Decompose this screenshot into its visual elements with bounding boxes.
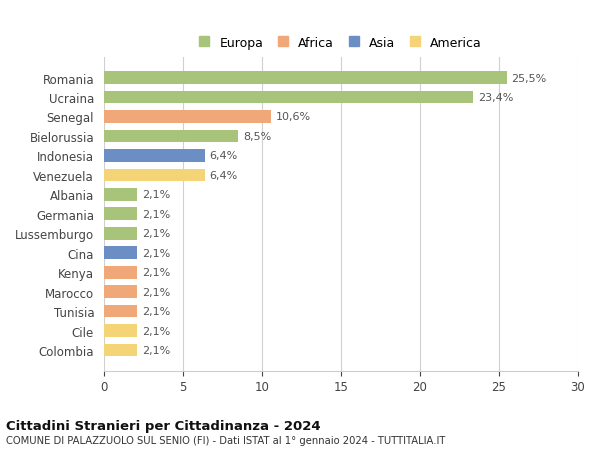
- Bar: [104, 130, 238, 143]
- Text: 6,4%: 6,4%: [209, 171, 238, 180]
- Text: 2,1%: 2,1%: [142, 307, 170, 316]
- Bar: [104, 150, 205, 162]
- Bar: [104, 91, 473, 104]
- Text: 2,1%: 2,1%: [142, 209, 170, 219]
- Bar: [104, 305, 137, 318]
- Text: 25,5%: 25,5%: [511, 73, 547, 84]
- Text: 2,1%: 2,1%: [142, 287, 170, 297]
- Bar: [104, 325, 137, 337]
- Text: COMUNE DI PALAZZUOLO SUL SENIO (FI) - Dati ISTAT al 1° gennaio 2024 - TUTTITALIA: COMUNE DI PALAZZUOLO SUL SENIO (FI) - Da…: [6, 435, 445, 445]
- Text: 6,4%: 6,4%: [209, 151, 238, 161]
- Bar: [104, 111, 271, 123]
- Bar: [104, 266, 137, 279]
- Text: 2,1%: 2,1%: [142, 248, 170, 258]
- Bar: [104, 208, 137, 221]
- Bar: [104, 344, 137, 357]
- Bar: [104, 228, 137, 240]
- Text: Cittadini Stranieri per Cittadinanza - 2024: Cittadini Stranieri per Cittadinanza - 2…: [6, 419, 320, 432]
- Text: 2,1%: 2,1%: [142, 229, 170, 239]
- Text: 2,1%: 2,1%: [142, 268, 170, 278]
- Text: 23,4%: 23,4%: [478, 93, 514, 103]
- Bar: [104, 72, 506, 85]
- Text: 10,6%: 10,6%: [276, 112, 311, 122]
- Legend: Europa, Africa, Asia, America: Europa, Africa, Asia, America: [196, 33, 486, 53]
- Bar: [104, 286, 137, 298]
- Text: 2,1%: 2,1%: [142, 190, 170, 200]
- Bar: [104, 189, 137, 201]
- Text: 8,5%: 8,5%: [243, 132, 271, 142]
- Text: 2,1%: 2,1%: [142, 326, 170, 336]
- Bar: [104, 247, 137, 259]
- Bar: [104, 169, 205, 182]
- Text: 2,1%: 2,1%: [142, 345, 170, 355]
